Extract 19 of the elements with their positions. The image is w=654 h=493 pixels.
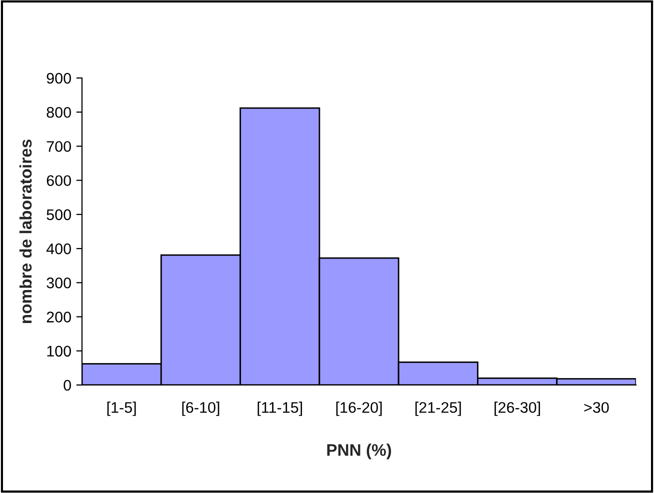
y-tick-label: 400 [46, 243, 71, 254]
x-tick-label: [21-25] [415, 402, 461, 416]
y-tick-label: 700 [46, 141, 71, 152]
x-tick-label: [16-20] [336, 402, 382, 416]
x-tick-label: >30 [584, 402, 609, 413]
x-axis-title: PNN (%) [327, 444, 392, 460]
y-tick-label: 500 [46, 209, 71, 220]
y-tick-label: 800 [46, 106, 71, 118]
y-tick-label: 200 [46, 312, 71, 322]
y-tick-label: 100 [47, 346, 71, 357]
x-tick-label: [1-5] [107, 402, 136, 416]
y-tick-label: 300 [46, 278, 71, 288]
x-tick-label: [6-10] [182, 402, 220, 416]
y-axis-title: nombre de laboratoires [19, 140, 32, 324]
y-tick-label: 900 [46, 72, 71, 84]
x-tick-label: [26-30] [494, 402, 540, 416]
y-tick-label: 0 [64, 380, 71, 391]
y-tick-label: 600 [46, 175, 71, 186]
x-tick-label: [11-15] [258, 402, 302, 416]
